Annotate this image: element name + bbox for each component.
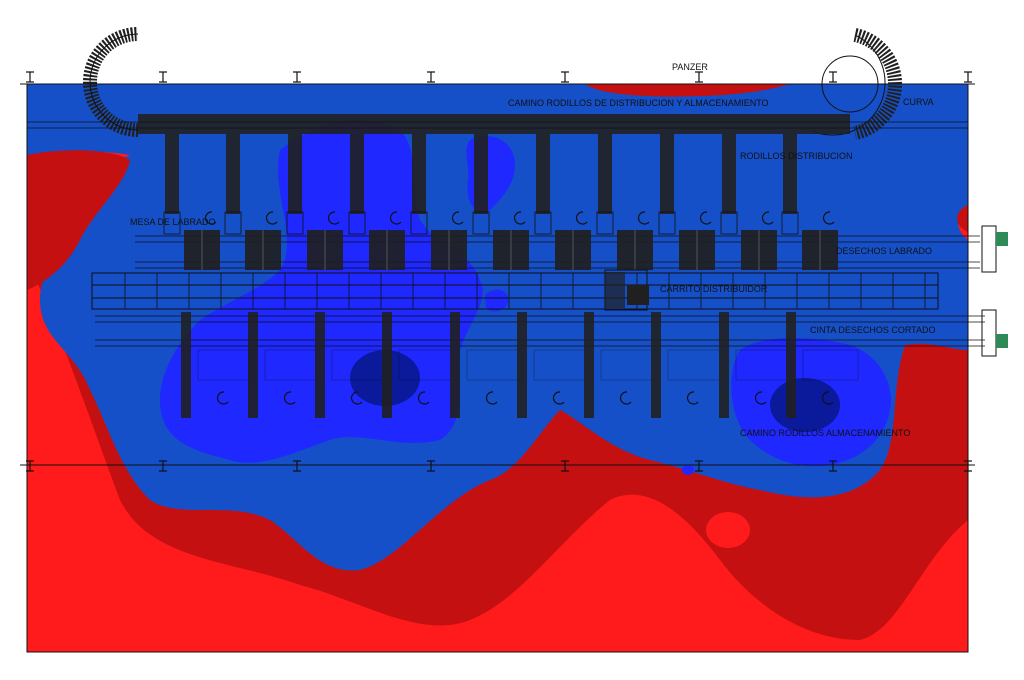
zone-blue-deep-2 [770,378,840,432]
zone-red-left-spot [27,150,130,290]
label-panzer: PANZER [672,62,708,72]
rotation-symbol [619,391,632,405]
panzer-curve-right [809,28,903,140]
roller-frame [348,211,366,235]
storage-roller [181,312,191,418]
label-cinta-desechos-cortado: CINTA DESECHOS CORTADO [810,325,936,335]
rotation-symbol [204,211,217,225]
building-frame [20,83,975,653]
distribution-roller [412,134,426,214]
rotation-symbol [417,391,430,405]
distribution-roller [536,134,550,214]
zone-red-top [585,84,790,97]
zone-red-spot [706,512,750,548]
rotation-symbol [327,211,340,225]
end-motor-lower [981,309,1008,357]
rotation-symbol [216,391,229,405]
rotation-symbol [283,391,296,405]
rotation-symbol [699,211,712,225]
distribution-roller [165,134,179,214]
storage-rollers [181,312,859,418]
roller-frame [286,211,304,235]
storage-roller [382,312,392,418]
rotation-symbol [575,211,588,225]
storage-roller [719,312,729,418]
storage-roller [450,312,460,418]
roller-frame [163,211,181,235]
rotation-symbol [513,211,526,225]
rotation-symbol [686,391,699,405]
rotation-symbol [822,211,835,225]
roller-frame [781,211,799,235]
label-desechos-labrado: DESECHOS LABRADO [836,246,932,256]
rotation-symbol [754,391,767,405]
carrito [604,269,649,311]
cinta-desechos-cortado [95,315,985,347]
rotation-symbol [389,211,402,225]
rotation-symbol [265,211,278,225]
storage-roller [248,312,258,418]
storage-bay [802,349,859,381]
storage-roller [315,312,325,418]
rotation-symbol [451,211,464,225]
distribution-roller [598,134,612,214]
distribution-roller [350,134,364,214]
storage-roller [584,312,594,418]
label-camino-distribucion: CAMINO RODILLOS DE DISTRIBUCION Y ALMACE… [508,98,769,108]
distribution-roller [226,134,240,214]
end-motor-upper [981,225,1008,273]
labels: PANZER CAMINO RODILLOS DE DISTRIBUCION Y… [130,62,936,438]
storage-roller [517,312,527,418]
roller-frame [720,211,738,235]
distribution-roller [660,134,674,214]
distribution-roller [474,134,488,214]
roller-frame [410,211,428,235]
zone-blue-dot [682,465,694,475]
panzer-curve-left [83,27,139,137]
roller-frame [224,211,242,235]
storage-roller [786,312,796,418]
rotation-symbol [485,391,498,405]
roller-frame [472,211,490,235]
rotation-symbol [821,391,834,405]
rotation-symbol [637,211,650,225]
labrado-tables [184,230,838,270]
roller-frame [534,211,552,235]
zone-blue-bright-small [485,289,509,312]
roller-frame [658,211,676,235]
distribution-roller [288,134,302,214]
rotation-symbol [350,391,363,405]
label-mesa-labrado: MESA DE LABRADO [130,217,216,227]
distribution-roller [783,134,797,214]
storage-roller [651,312,661,418]
zone-red-right-edge [957,205,968,232]
distribution-conveyor [27,114,968,134]
rotation-symbol [761,211,774,225]
column-marks [26,71,972,472]
label-curva: CURVA [903,97,934,107]
label-camino-almacenamiento: CAMINO RODILLOS ALMACENAMIENTO [740,428,910,438]
rotation-symbol [552,391,565,405]
label-carrito-distribuidor: CARRITO DISTRIBUIDOR [660,284,768,294]
distribution-rollers [163,134,835,235]
distribution-roller [722,134,736,214]
roller-frame [596,211,614,235]
label-rodillos-distribucion: RODILLOS DISTRIBUCION [740,151,853,161]
